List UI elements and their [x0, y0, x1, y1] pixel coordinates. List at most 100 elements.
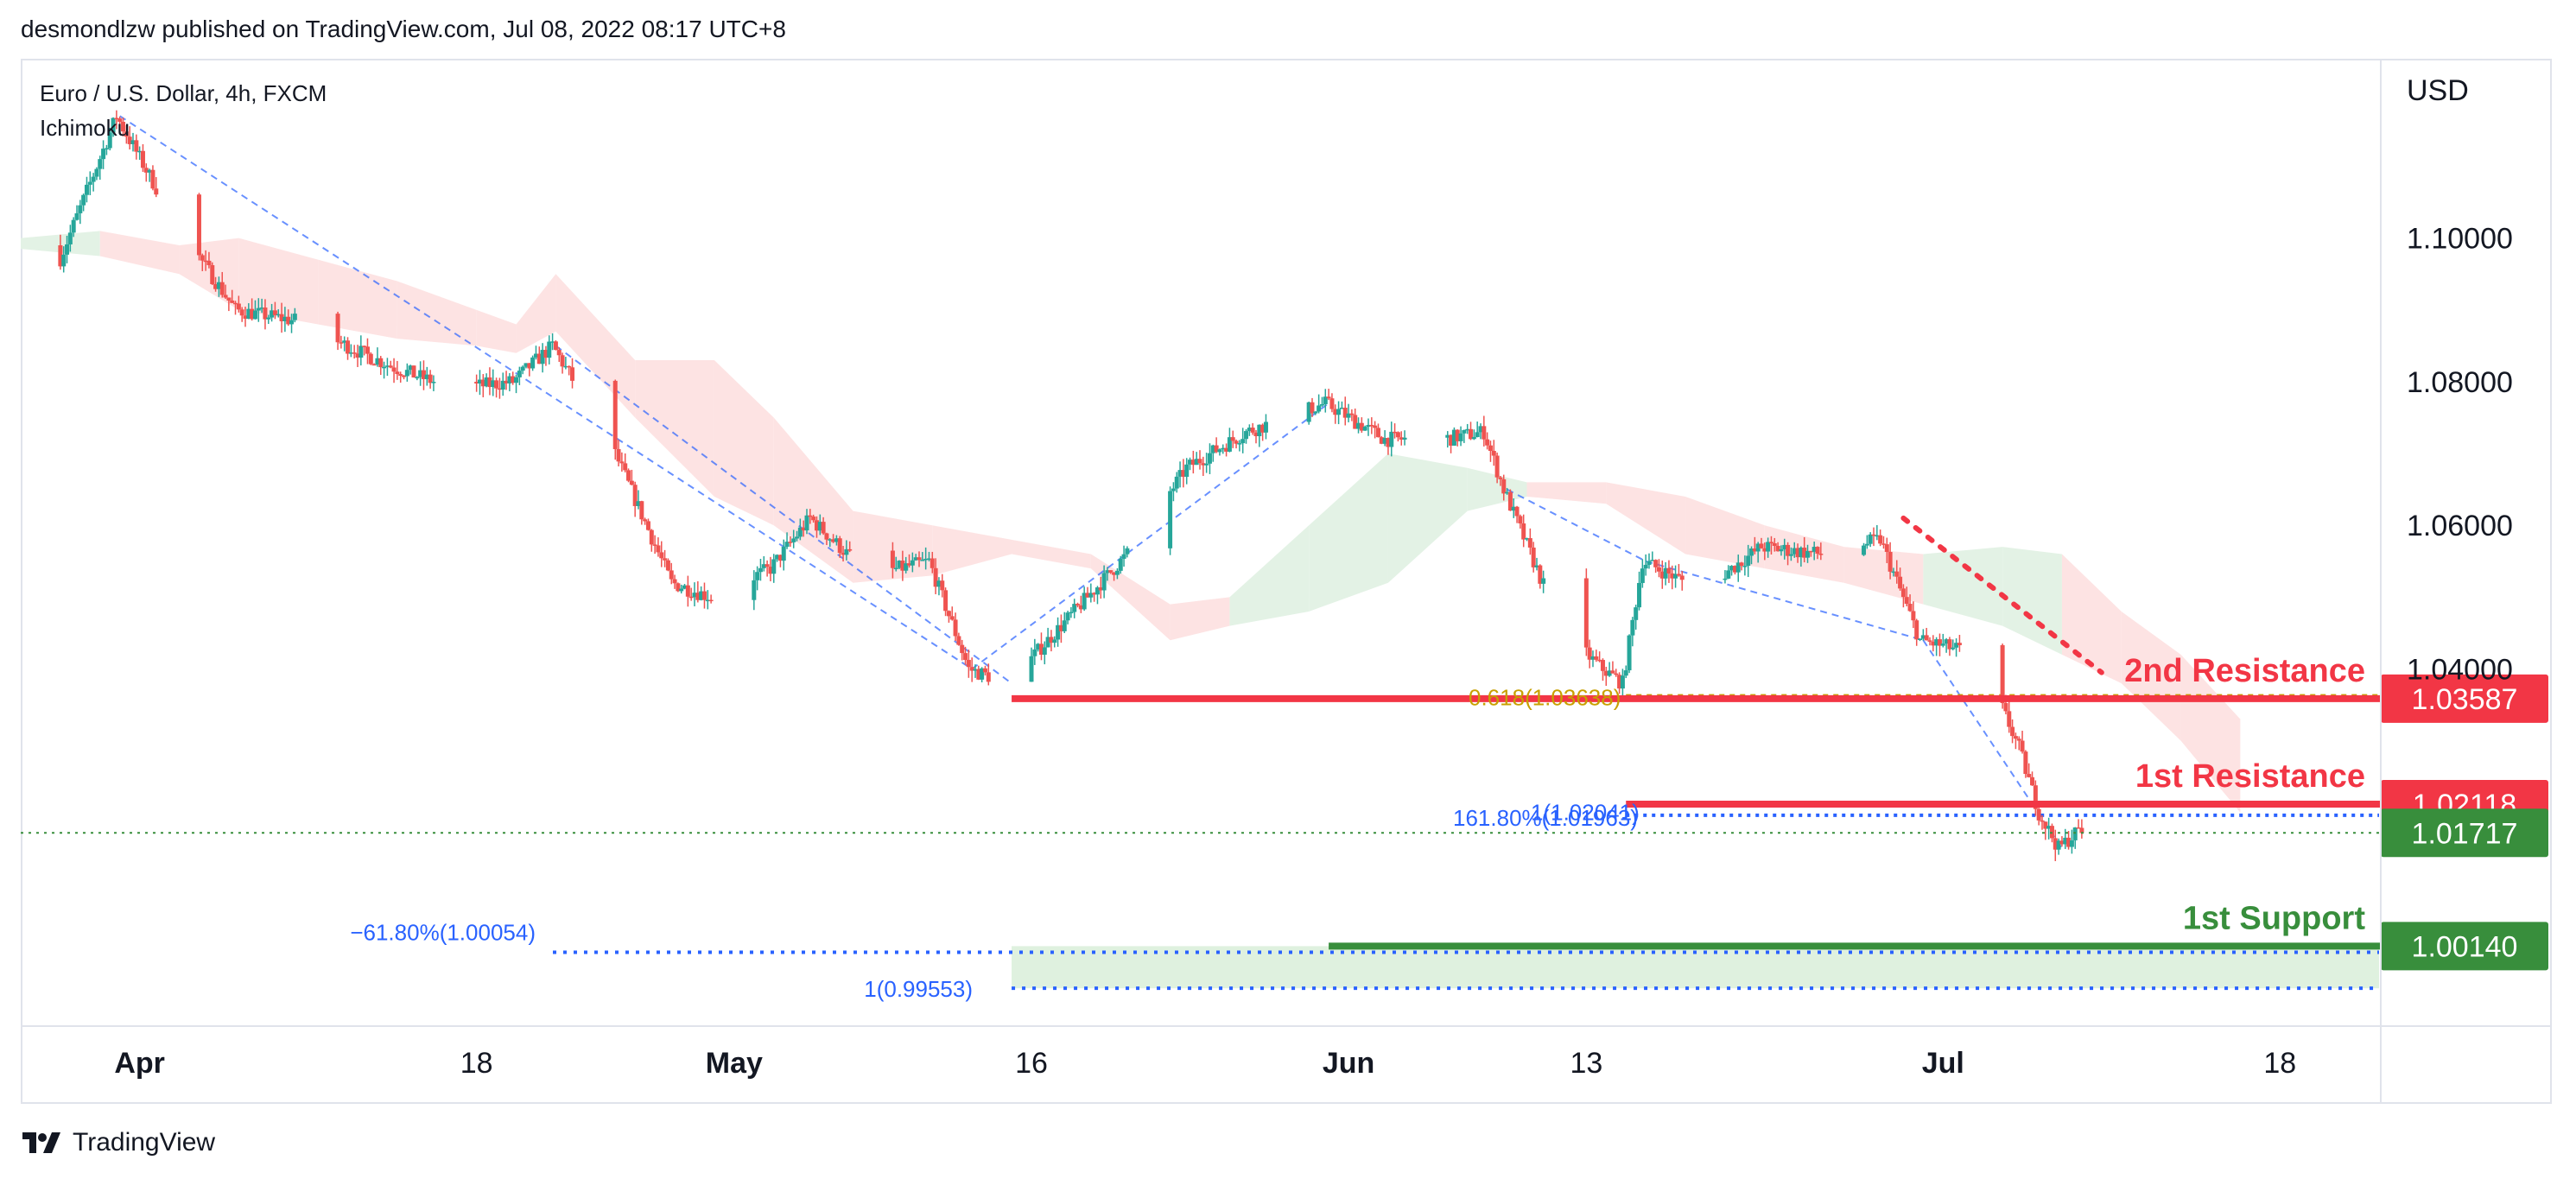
candle-body	[134, 140, 139, 152]
candle-body	[672, 579, 677, 584]
candle-body	[1759, 543, 1764, 548]
candle-body	[1188, 460, 1193, 465]
candle-body	[1507, 491, 1513, 511]
candle	[1594, 650, 1599, 662]
candle	[659, 541, 664, 567]
candle	[841, 545, 846, 562]
x-axis-ticks[interactable]: Apr 18 May 16 Jun 13 Jul 18	[114, 1047, 2296, 1080]
cloud-segment	[714, 360, 774, 526]
candle-body	[692, 593, 697, 598]
candle-body	[1342, 407, 1348, 418]
candle-body	[1881, 543, 1886, 545]
symbol-title[interactable]: Euro / U.S. Dollar, 4h, FXCM	[40, 80, 327, 106]
candle-body	[791, 538, 796, 542]
candle-body	[1389, 431, 1394, 447]
candle-body	[1518, 516, 1523, 523]
candle-body	[391, 367, 397, 372]
candle-body	[1538, 565, 1543, 584]
candle	[550, 333, 555, 351]
y-axis-ticks[interactable]: 1.10000 1.08000 1.06000 1.04000	[2407, 223, 2513, 687]
candle	[1746, 544, 1751, 578]
candle	[507, 372, 512, 392]
candle	[1534, 557, 1539, 571]
candle-body	[1643, 564, 1648, 569]
candle-body	[1184, 464, 1190, 478]
indicator-label[interactable]: Ichimoku	[40, 115, 130, 141]
candle-body	[2076, 827, 2081, 829]
candle	[626, 468, 631, 483]
level-name: 1st Resistance	[2135, 758, 2365, 795]
candle	[669, 562, 674, 585]
candle	[791, 529, 796, 548]
candle	[536, 346, 542, 364]
candle	[1505, 487, 1510, 495]
candle	[1250, 422, 1255, 435]
candle-body	[626, 470, 631, 481]
candle	[154, 177, 159, 198]
candle	[1217, 448, 1222, 456]
cloud-segment	[397, 281, 477, 346]
candle	[1811, 542, 1817, 561]
candle-body	[659, 552, 664, 559]
candle-body	[272, 310, 277, 315]
candle-body	[289, 320, 295, 325]
candle-body	[1749, 548, 1754, 556]
candle	[1501, 474, 1507, 501]
candle	[1881, 536, 1886, 549]
candle-body	[1475, 432, 1480, 438]
tradingview-brand[interactable]: TradingView	[21, 1125, 215, 1160]
candle	[1451, 427, 1456, 447]
candle-body	[1118, 558, 1123, 571]
candle	[1455, 429, 1460, 447]
candle-body	[474, 382, 479, 384]
candle	[1679, 570, 1685, 591]
candle-body	[365, 346, 370, 354]
candle-body	[2020, 740, 2025, 752]
candle	[1735, 555, 1741, 582]
candle-body	[1319, 403, 1324, 406]
candle-body	[897, 561, 902, 568]
candle-body	[623, 463, 628, 471]
candle-body	[708, 599, 714, 602]
candle-body	[147, 169, 152, 173]
cloud-segment	[1229, 525, 1310, 626]
candle	[1729, 565, 1735, 576]
candle	[279, 302, 284, 333]
candle-body	[210, 265, 215, 284]
candle-body	[431, 382, 436, 383]
candle-body	[1766, 542, 1771, 552]
x-tick-label: Apr	[114, 1047, 165, 1080]
candle-body	[1723, 578, 1728, 580]
candle	[200, 253, 205, 271]
candle	[1934, 637, 1939, 656]
candle-body	[1898, 576, 1903, 589]
candle	[143, 163, 149, 182]
candle	[1197, 450, 1202, 470]
candle	[771, 554, 777, 583]
candle	[1603, 666, 1608, 687]
candle	[1491, 440, 1496, 466]
candle-body	[415, 377, 420, 379]
candle-body	[1181, 470, 1186, 478]
candle-body	[976, 669, 981, 680]
candle-body	[1458, 433, 1463, 441]
candle-body	[1862, 545, 1867, 555]
candle	[1659, 560, 1665, 589]
candle	[556, 347, 562, 362]
candle	[431, 375, 436, 391]
candle	[1630, 617, 1635, 647]
candle-body	[371, 364, 377, 366]
candle	[527, 363, 532, 377]
candle-body	[1679, 575, 1685, 580]
candle	[117, 116, 123, 127]
candle	[795, 530, 800, 542]
cloud-segment	[1090, 554, 1171, 641]
candle-body	[74, 212, 79, 220]
candle	[2016, 736, 2021, 751]
candle	[2036, 804, 2041, 826]
candle	[844, 540, 849, 561]
candle-body	[358, 345, 364, 358]
candle	[1230, 430, 1235, 448]
candle-body	[775, 555, 780, 560]
